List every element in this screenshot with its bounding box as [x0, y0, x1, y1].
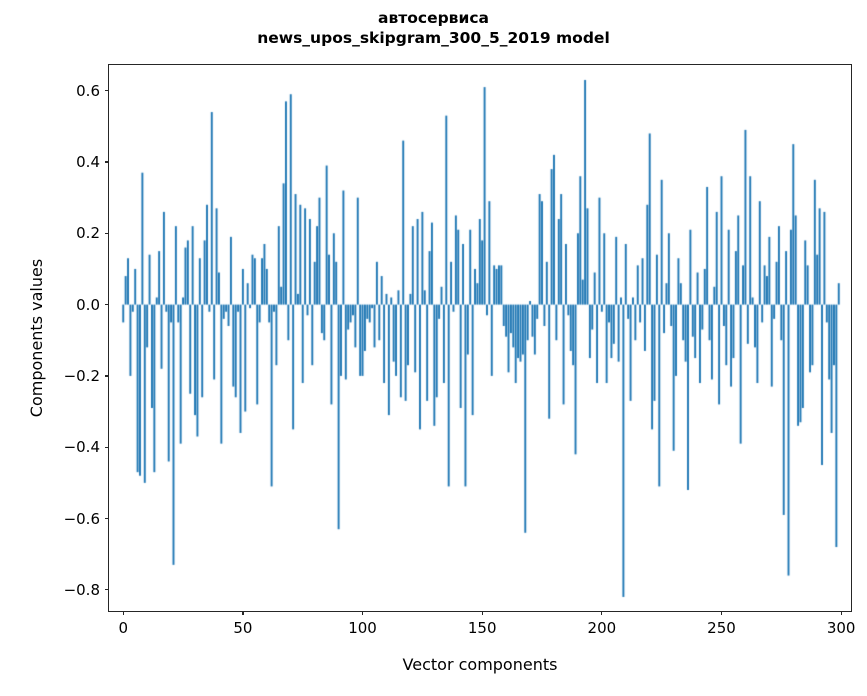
- x-tick-mark: [361, 611, 364, 615]
- y-tick-mark: [105, 232, 109, 234]
- x-axis-label: Vector components: [402, 655, 558, 674]
- x-tick-label: 150: [467, 619, 497, 637]
- x-tick-label: 0: [118, 619, 129, 637]
- y-tick-label: −0.2: [63, 366, 100, 385]
- x-tick-mark: [481, 611, 483, 615]
- y-tick-mark: [105, 90, 109, 92]
- y-tick-label: −0.8: [63, 580, 100, 599]
- y-tick-label: 0.6: [76, 81, 100, 100]
- x-tick-label: 200: [587, 619, 617, 637]
- bar-series-canvas: [109, 65, 853, 613]
- chart-title-line2: news_upos_skipgram_300_5_2019 model: [257, 29, 610, 48]
- y-tick-mark: [105, 375, 109, 377]
- x-tick-label: 300: [826, 619, 856, 637]
- y-tick-mark: [105, 303, 109, 306]
- x-tick-mark: [122, 611, 124, 615]
- x-tick-mark: [601, 611, 603, 615]
- x-tick-mark: [720, 611, 723, 615]
- chart-title-line1: автосервиса: [377, 9, 489, 27]
- x-tick-mark: [242, 611, 244, 615]
- x-tick-mark: [840, 611, 842, 615]
- y-tick-label: −0.4: [63, 438, 100, 457]
- y-tick-label: −0.6: [63, 509, 100, 528]
- y-tick-label: 0.2: [76, 224, 100, 243]
- y-tick-mark: [105, 161, 109, 163]
- y-axis-label: Components values: [27, 258, 46, 418]
- y-tick-mark: [105, 517, 109, 520]
- chart-title: автосервиса news_upos_skipgram_300_5_201…: [0, 8, 867, 49]
- x-tick-label: 250: [707, 619, 736, 637]
- x-tick-label: 50: [233, 619, 253, 637]
- y-tick-label: 0.0: [76, 295, 100, 314]
- y-tick-mark: [105, 446, 109, 448]
- plot-axes: 0.6 0.4 0.2 0.0 −0.2 −0.4 −0.6 −0.8 0 50 100 150 200…: [64, 64, 855, 637]
- y-tick-mark: [105, 589, 109, 591]
- x-tick-label: 100: [348, 619, 377, 637]
- y-tick-label: 0.4: [76, 152, 100, 171]
